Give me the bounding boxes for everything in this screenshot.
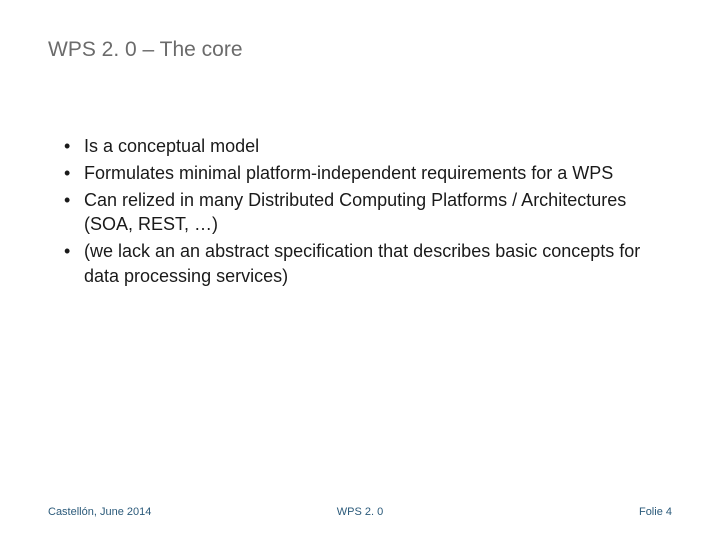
bullet-item: Can relized in many Distributed Computin… xyxy=(64,188,672,238)
footer-subject: WPS 2. 0 xyxy=(337,506,383,518)
bullet-item: Formulates minimal platform-independent … xyxy=(64,161,672,186)
bullet-list: Is a conceptual model Formulates minimal… xyxy=(48,134,672,289)
slide-title: WPS 2. 0 – The core xyxy=(48,38,672,62)
bullet-item: Is a conceptual model xyxy=(64,134,672,159)
slide: WPS 2. 0 – The core Is a conceptual mode… xyxy=(0,0,720,540)
footer: Castellón, June 2014 WPS 2. 0 Folie 4 xyxy=(0,506,720,518)
bullet-item: (we lack an an abstract specification th… xyxy=(64,239,672,289)
footer-page: Folie 4 xyxy=(639,506,672,518)
footer-location: Castellón, June 2014 xyxy=(48,506,151,518)
